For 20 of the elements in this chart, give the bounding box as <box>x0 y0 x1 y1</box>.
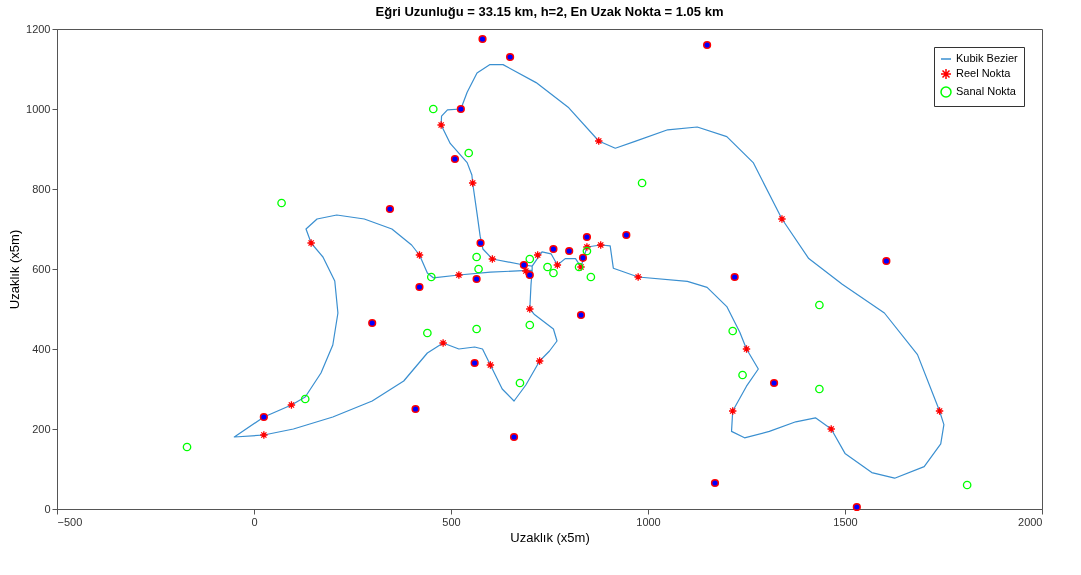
x-axis-title: Uzaklık (x5m) <box>510 529 590 545</box>
y-tick-label: 0 <box>44 502 51 515</box>
legend-label: Sanal Nokta <box>956 85 1017 97</box>
y-tick-label: 1200 <box>26 22 51 35</box>
y-axis-title: Uzaklık (x5m) <box>7 229 23 310</box>
y-tick-label: 600 <box>32 262 51 275</box>
y-tick-label: 1000 <box>26 102 51 115</box>
x-tick-label: 2000 <box>1018 515 1043 528</box>
y-tick-label: 200 <box>32 422 51 435</box>
line-series <box>233 63 945 479</box>
chart-title: Eğri Uzunluğu = 33.15 km, h=2, En Uzak Nokta = 1.05 km <box>375 4 724 19</box>
legend-label: Kubik Bezier <box>956 52 1019 64</box>
x-tick-label: 1500 <box>833 515 858 528</box>
x-tick-label: 0 <box>251 515 258 528</box>
y-tick-label: 800 <box>32 182 51 195</box>
x-tick-label: −500 <box>57 515 83 528</box>
x-tick-label: 500 <box>442 515 461 528</box>
legend-label: Reel Nokta <box>956 67 1012 79</box>
x-tick-label: 1000 <box>636 515 661 528</box>
y-tick-label: 400 <box>32 342 51 355</box>
